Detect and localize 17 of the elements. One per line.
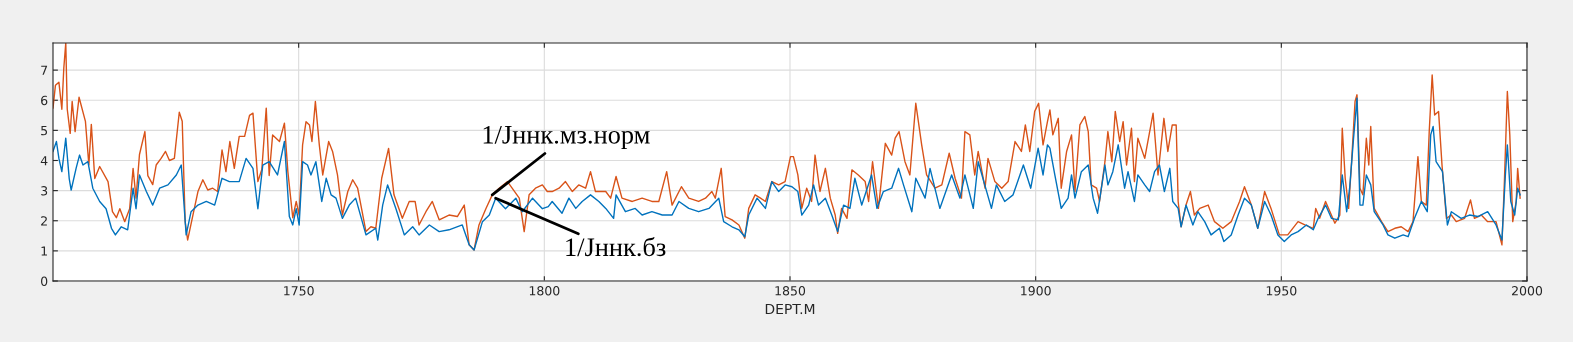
y-tick-label: 2 bbox=[41, 216, 47, 226]
y-tick-label: 4 bbox=[40, 156, 48, 166]
x-axis-title: DEPT.M bbox=[765, 303, 815, 315]
y-tick-label: 0 bbox=[41, 276, 48, 286]
x-tick-label: 2000 bbox=[1512, 286, 1543, 296]
x-tick-label: 1900 bbox=[1021, 286, 1051, 296]
x-tick-label: 1850 bbox=[775, 286, 806, 296]
y-tick-label: 3 bbox=[41, 186, 48, 196]
x-tick-label: 1950 bbox=[1266, 286, 1297, 296]
x-tick-label: 1800 bbox=[529, 286, 560, 296]
y-tick-label: 7 bbox=[41, 65, 48, 75]
y-tick-label: 1 bbox=[41, 246, 47, 256]
series-label: 1/Jннк.мз.норм bbox=[483, 125, 650, 149]
y-tick-label: 5 bbox=[41, 126, 48, 136]
x-tick-label: 1750 bbox=[284, 286, 314, 296]
y-tick-label: 6 bbox=[41, 95, 48, 106]
series-label: 1/Jннк.бз bbox=[566, 237, 666, 257]
